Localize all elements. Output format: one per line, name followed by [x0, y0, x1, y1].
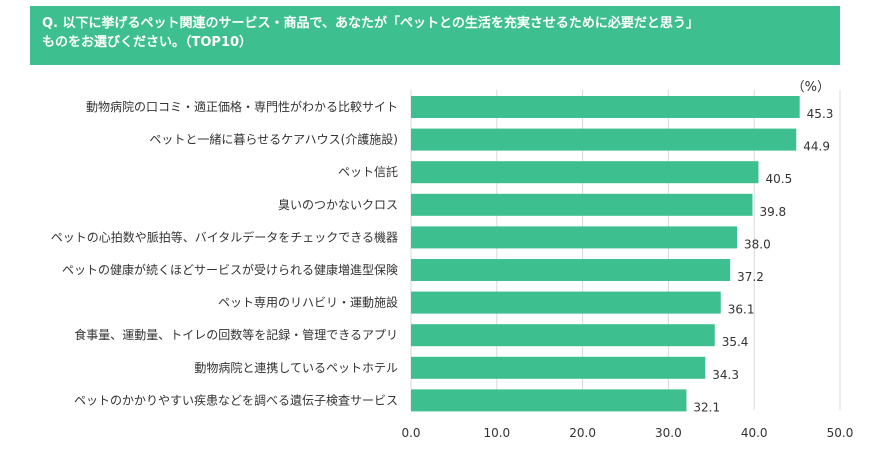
question-line-1: Q. 以下に挙げるペット関連のサービス・商品で、あなたが「ペットとの生活を充実さ…: [42, 16, 699, 31]
question-header: Q. 以下に挙げるペット関連のサービス・商品で、あなたが「ペットとの生活を充実さ…: [30, 6, 840, 65]
x-axis-ticks: 0.0 10.0 20.0 30.0 40.0 50.0: [401, 426, 853, 440]
bar: [411, 96, 800, 118]
data-label: 34.3: [712, 368, 739, 382]
unit-label: （%）: [791, 80, 830, 95]
bar: [411, 259, 731, 281]
value-labels: 45.3 44.9 40.5 39.8 38.0 37.2 36.1 35.4 34.3 32.1: [693, 107, 833, 414]
category-label: ペット信託: [338, 164, 398, 179]
x-tick-label: 30.0: [655, 426, 682, 440]
category-label: 臭いのつかないクロス: [278, 197, 398, 212]
data-label: 45.3: [807, 107, 834, 121]
category-label: 動物病院の口コミ・適正価格・専門性がわかる比較サイト: [86, 99, 398, 114]
data-label: 40.5: [765, 172, 792, 186]
category-label: 動物病院と連携しているペットホテル: [194, 360, 398, 375]
data-label: 44.9: [803, 140, 830, 154]
bar: [411, 193, 753, 216]
category-label: ペットと一緒に暮らせるケアハウス(介護施設): [149, 132, 398, 147]
data-label: 35.4: [722, 335, 749, 349]
category-label: ペットのかかりやすい疾患などを調べる遺伝子検査サービス: [74, 392, 398, 407]
data-label: 37.2: [737, 270, 764, 284]
x-tick-label: 50.0: [827, 426, 854, 440]
x-tick-label: 20.0: [569, 426, 596, 440]
bars: [411, 96, 800, 412]
category-label: ペットの健康が続くほどサービスが受けられる健康増進型保険: [62, 262, 398, 277]
data-label: 39.8: [759, 205, 786, 219]
category-label: ペット専用のリハビリ・運動施設: [218, 295, 398, 310]
bar: [411, 324, 715, 347]
bar: [411, 161, 759, 184]
x-tick-label: 10.0: [483, 426, 510, 440]
data-label: 38.0: [744, 237, 771, 251]
bar: [411, 356, 706, 379]
data-label: 36.1: [728, 303, 755, 317]
bar: [411, 128, 797, 151]
category-labels: 動物病院の口コミ・適正価格・専門性がわかる比較サイトペットと一緒に暮らせるケアハ…: [51, 99, 398, 407]
category-label: 食事量、運動量、トイレの回数等を記録・管理できるアプリ: [74, 327, 398, 342]
question-line-2: ものをお選びください。（TOP10）: [42, 35, 253, 50]
x-tick-label: 0.0: [401, 426, 420, 440]
x-tick-label: 40.0: [741, 426, 768, 440]
bar: [411, 389, 687, 412]
category-label: ペットの心拍数や脈拍等、バイタルデータをチェックできる機器: [51, 229, 398, 244]
bar: [411, 291, 721, 314]
bar: [411, 226, 738, 249]
data-label: 32.1: [693, 400, 720, 414]
